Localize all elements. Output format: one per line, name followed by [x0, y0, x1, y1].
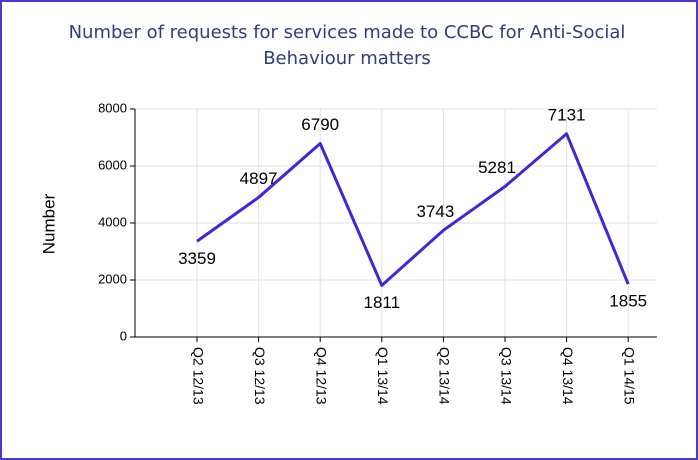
y-axis-label: Number: [39, 193, 58, 254]
x-tick-label: Q2 13/14: [437, 347, 453, 405]
data-label: 3743: [416, 202, 454, 221]
y-tick-label: 0: [120, 328, 127, 343]
data-label: 3359: [178, 249, 216, 268]
chart-title: Number of requests for services made to …: [68, 22, 626, 69]
data-label: 1811: [364, 293, 401, 312]
data-label: 7131: [548, 105, 586, 124]
y-tick-label: 2000: [98, 271, 127, 286]
x-tick-label: Q1 14/15: [621, 347, 637, 405]
data-label: 6790: [301, 115, 339, 134]
data-line: [196, 132, 630, 287]
x-tick-label: Q3 13/14: [498, 347, 514, 405]
x-tick-label: Q4 12/13: [313, 347, 329, 405]
data-label: 1855: [609, 292, 647, 311]
x-tick-label: Q2 12/13: [190, 347, 206, 405]
x-tick-label: Q4 13/14: [560, 347, 576, 405]
y-tick-label: 8000: [98, 100, 127, 115]
y-tick-label: 6000: [98, 157, 127, 172]
x-tick-label: Q3 12/13: [252, 347, 268, 405]
data-label: 4897: [240, 169, 278, 188]
x-tick-label: Q1 13/14: [375, 347, 391, 405]
y-tick-label: 4000: [98, 214, 127, 229]
data-label: 5281: [478, 158, 516, 177]
